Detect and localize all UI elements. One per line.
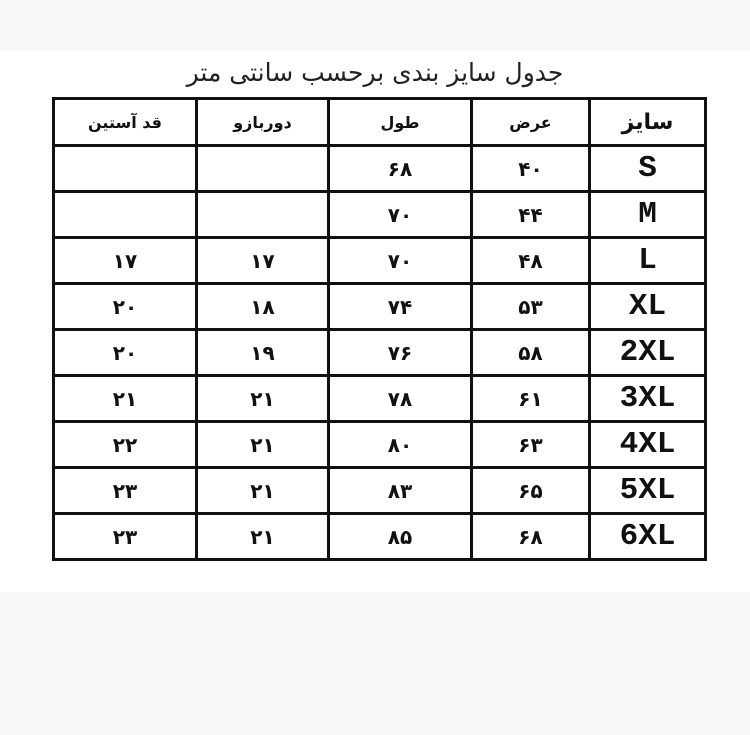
size-table: قد آستین دوربازو طول عرض سایز ۶۸ ۴۰ S ۷۰ ۴۴ M… — [52, 97, 707, 561]
cell-arm: ۲۱ — [195, 512, 330, 561]
cell-size: 5XL — [588, 466, 707, 515]
cell-length: ۸۰ — [327, 420, 473, 469]
header-size: سایز — [588, 97, 707, 147]
cell-width: ۶۱ — [470, 374, 591, 423]
cell-sleeve: ۲۳ — [52, 466, 198, 515]
cell-arm: ۲۱ — [195, 466, 330, 515]
cell-length: ۷۴ — [327, 282, 473, 331]
cell-size: 4XL — [588, 420, 707, 469]
cell-width: ۵۳ — [470, 282, 591, 331]
cell-sleeve: ۲۰ — [52, 328, 198, 377]
table-row: ۶۸ ۴۰ S — [52, 144, 707, 193]
cell-sleeve — [52, 144, 198, 193]
header-length: طول — [327, 97, 473, 147]
cell-arm: ۱۹ — [195, 328, 330, 377]
cell-width: ۶۵ — [470, 466, 591, 515]
cell-size: M — [588, 190, 707, 239]
cell-length: ۷۶ — [327, 328, 473, 377]
header-sleeve: قد آستین — [52, 97, 198, 147]
table-row: ۲۳ ۲۱ ۸۵ ۶۸ 6XL — [52, 512, 707, 561]
table-row: ۱۷ ۱۷ ۷۰ ۴۸ L — [52, 236, 707, 285]
table-row: ۷۰ ۴۴ M — [52, 190, 707, 239]
cell-length: ۶۸ — [327, 144, 473, 193]
cell-sleeve: ۲۰ — [52, 282, 198, 331]
cell-size: 6XL — [588, 512, 707, 561]
table-row: ۲۲ ۲۱ ۸۰ ۶۳ 4XL — [52, 420, 707, 469]
cell-sleeve: ۱۷ — [52, 236, 198, 285]
page-title: جدول سایز بندی برحسب سانتی متر — [186, 58, 564, 87]
cell-sleeve: ۲۳ — [52, 512, 198, 561]
cell-size: S — [588, 144, 707, 193]
cell-sleeve: ۲۲ — [52, 420, 198, 469]
cell-arm — [195, 144, 330, 193]
header-width: عرض — [470, 97, 591, 147]
table-row: ۲۰ ۱۹ ۷۶ ۵۸ 2XL — [52, 328, 707, 377]
cell-size: 3XL — [588, 374, 707, 423]
table-row: ۲۱ ۲۱ ۷۸ ۶۱ 3XL — [52, 374, 707, 423]
cell-width: ۴۸ — [470, 236, 591, 285]
table-header-row: قد آستین دوربازو طول عرض سایز — [52, 97, 707, 147]
cell-sleeve: ۲۱ — [52, 374, 198, 423]
cell-arm: ۱۸ — [195, 282, 330, 331]
cell-length: ۷۸ — [327, 374, 473, 423]
cell-arm: ۲۱ — [195, 374, 330, 423]
cell-length: ۷۰ — [327, 236, 473, 285]
cell-width: ۵۸ — [470, 328, 591, 377]
cell-width: ۶۸ — [470, 512, 591, 561]
cell-width: ۴۰ — [470, 144, 591, 193]
cell-arm — [195, 190, 330, 239]
cell-arm: ۱۷ — [195, 236, 330, 285]
cell-size: XL — [588, 282, 707, 331]
cell-length: ۸۵ — [327, 512, 473, 561]
cell-length: ۷۰ — [327, 190, 473, 239]
table-row: ۲۳ ۲۱ ۸۳ ۶۵ 5XL — [52, 466, 707, 515]
cell-size: 2XL — [588, 328, 707, 377]
cell-arm: ۲۱ — [195, 420, 330, 469]
cell-width: ۴۴ — [470, 190, 591, 239]
cell-size: L — [588, 236, 707, 285]
table-row: ۲۰ ۱۸ ۷۴ ۵۳ XL — [52, 282, 707, 331]
cell-width: ۶۳ — [470, 420, 591, 469]
cell-length: ۸۳ — [327, 466, 473, 515]
cell-sleeve — [52, 190, 198, 239]
header-arm: دوربازو — [195, 97, 330, 147]
